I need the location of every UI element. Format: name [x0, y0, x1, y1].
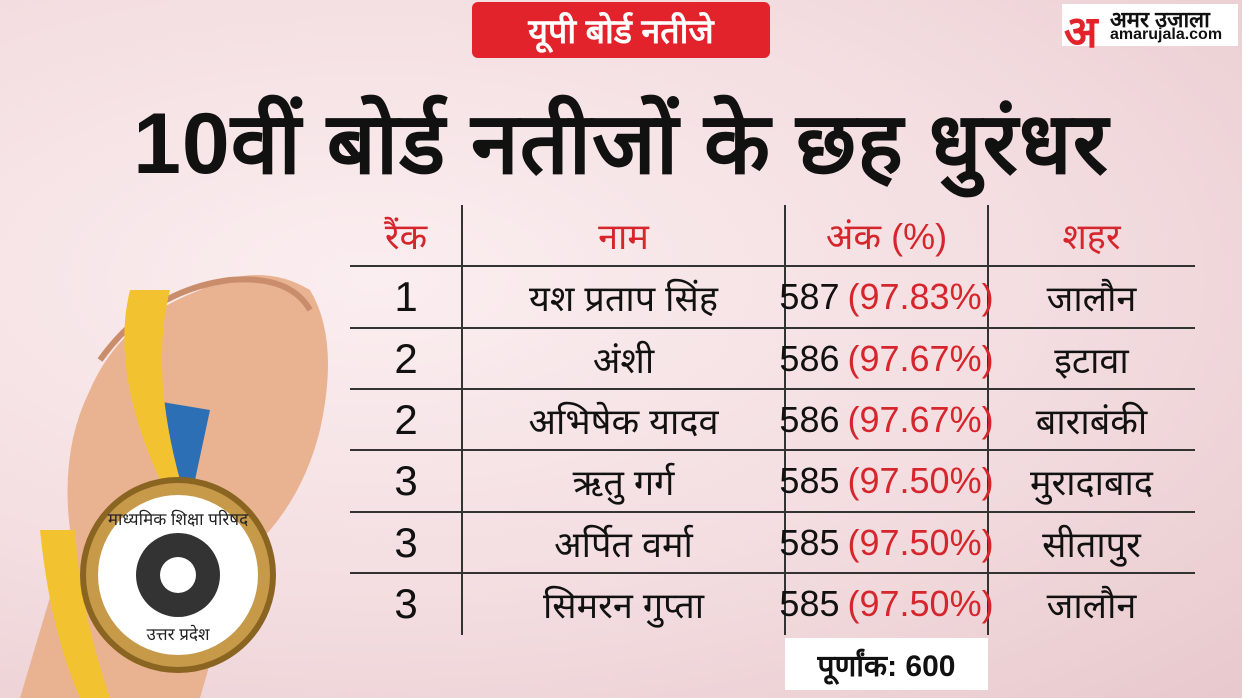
marks: 586 [779, 399, 840, 440]
city-cell: जालौन [1046, 277, 1137, 319]
row-divider [350, 449, 1195, 451]
rank-cell: 3 [394, 457, 418, 504]
name-cell: सिमरन गुप्ता [542, 584, 705, 626]
column-header: नाम [598, 215, 649, 257]
marks: 585 [779, 583, 840, 624]
city-cell: मुरादाबाद [1029, 461, 1153, 503]
headline: 10वीं बोर्ड नतीजों के छह धुरंधर [133, 96, 1109, 192]
ribbon-yellow [124, 290, 180, 480]
rank-cell: 2 [394, 335, 418, 382]
score-cell: 585 (97.50%) [779, 574, 993, 634]
percent: (97.67%) [847, 338, 994, 379]
column-header: रैंक [384, 215, 428, 257]
percent: (97.67%) [847, 399, 994, 440]
name-cell: अर्पित वर्मा [554, 523, 693, 565]
city-cell: इटावा [1054, 339, 1129, 381]
percent: (97.83%) [847, 276, 994, 317]
name-cell: यश प्रताप सिंह [529, 277, 718, 319]
marks: 587 [779, 276, 840, 317]
column-header: शहर [1062, 215, 1121, 257]
name-cell: ऋतु गर्ग [572, 461, 675, 503]
marks: 585 [779, 522, 840, 563]
percent: (97.50%) [847, 460, 994, 501]
city-cell: सीतापुर [1042, 523, 1141, 565]
brand-site: amarujala.com [1110, 26, 1223, 43]
column-divider [784, 205, 786, 635]
logo-mark: अ [1064, 8, 1098, 57]
city-cell: बाराबंकी [1035, 400, 1148, 442]
row-divider [350, 265, 1195, 267]
score-cell: 586 (97.67%) [779, 329, 993, 389]
medal-bottom-text: उत्तर प्रदेश [147, 624, 210, 644]
column-divider [461, 205, 463, 635]
marks: 586 [779, 338, 840, 379]
score-cell: 585 (97.50%) [779, 451, 993, 511]
medal-top-text: माध्यमिक शिक्षा परिषद [108, 509, 249, 529]
rank-cell: 1 [394, 273, 418, 320]
fist-medal-illustration: माध्यमिक शिक्षा परिषद उत्तर प्रदेश [20, 275, 328, 698]
column-header: अंक (%) [825, 215, 948, 257]
name-cell: अंशी [592, 339, 655, 381]
score-cell: 586 (97.67%) [779, 390, 993, 450]
logo-box [1062, 4, 1238, 46]
column-divider [987, 205, 989, 635]
brand-name: अमर उजाला [1110, 7, 1210, 32]
max-marks-note: पूर्णांक: 600 [785, 638, 988, 690]
percent: (97.50%) [847, 522, 994, 563]
section-tag: यूपी बोर्ड नतीजे [472, 2, 770, 58]
marks: 585 [779, 460, 840, 501]
rank-cell: 2 [394, 396, 418, 443]
name-cell: अभिषेक यादव [528, 400, 719, 442]
row-divider [350, 388, 1195, 390]
row-divider [350, 511, 1195, 513]
row-divider [350, 572, 1195, 574]
medal-emblem-center [160, 557, 196, 593]
city-cell: जालौन [1046, 584, 1137, 626]
score-cell: 587 (97.83%) [779, 267, 993, 327]
score-cell: 585 (97.50%) [779, 513, 993, 573]
ribbon-tail [40, 530, 110, 698]
row-divider [350, 327, 1195, 329]
rank-cell: 3 [394, 519, 418, 566]
rank-cell: 3 [394, 580, 418, 627]
percent: (97.50%) [847, 583, 994, 624]
